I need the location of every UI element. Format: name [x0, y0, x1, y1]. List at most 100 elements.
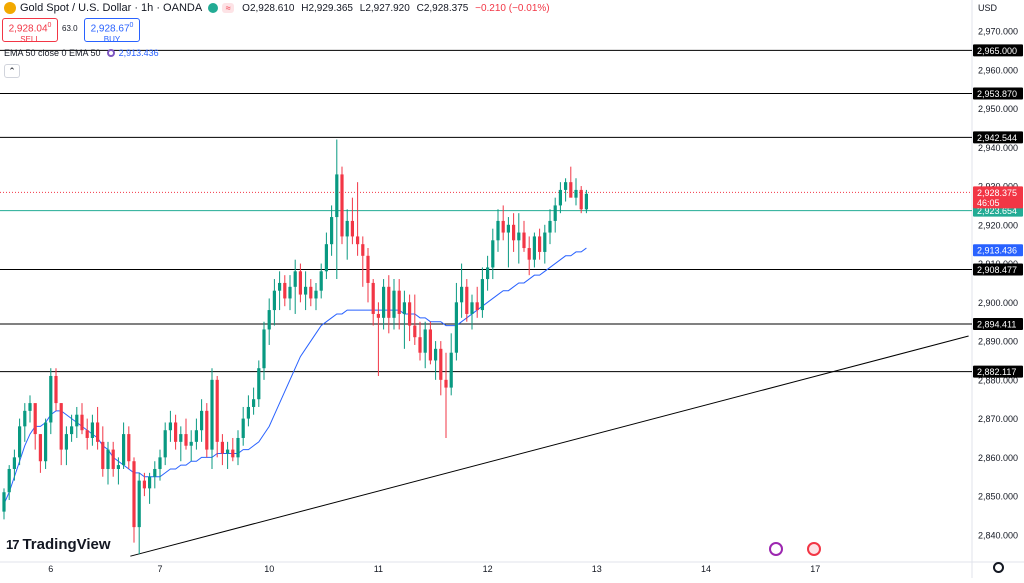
sell-price: 2,928.04 [8, 23, 48, 35]
level-price-label-bg [973, 317, 1023, 330]
candle-body [506, 224, 510, 233]
y-tick-label: 2,950.000 [978, 104, 1018, 114]
candle-body [340, 174, 344, 237]
close-value: 2,928.375 [423, 2, 469, 14]
candle-body [330, 217, 334, 245]
x-tick-label: 13 [592, 564, 602, 574]
candle-body [220, 441, 224, 454]
candle-body [439, 348, 443, 380]
candle-body [174, 422, 178, 442]
candle-body [356, 236, 360, 245]
candle-body [382, 286, 386, 318]
candle-body [210, 379, 214, 450]
settings-icon[interactable] [993, 562, 1004, 573]
buy-button[interactable]: 2,928.670 BUY [84, 18, 140, 44]
candle-body [408, 302, 412, 326]
x-tick-label: 12 [483, 564, 493, 574]
tradingview-logo-icon: 17 [6, 537, 20, 552]
y-tick-label: 2,890.000 [978, 337, 1018, 347]
candle-body [423, 329, 427, 353]
x-tick-label: 10 [264, 564, 274, 574]
candle-body [397, 290, 401, 314]
y-tick-label: 2,920.000 [978, 220, 1018, 230]
candle-body [70, 426, 74, 435]
candle-body [548, 220, 552, 233]
candle-body [553, 205, 557, 221]
y-tick-label: 2,970.000 [978, 27, 1018, 37]
candle-body [496, 220, 500, 241]
candle-body [267, 310, 271, 330]
candle-body [163, 430, 167, 458]
candle-body [392, 290, 396, 318]
tradingview-logo-text: TradingView [22, 536, 111, 553]
x-tick-label: 14 [701, 564, 711, 574]
candle-body [75, 414, 79, 427]
candle-body [517, 232, 521, 241]
level-price-label-bg [973, 365, 1023, 378]
candle-body [179, 434, 183, 442]
x-tick-label: 7 [157, 564, 162, 574]
symbol-title[interactable]: Gold Spot / U.S. Dollar · 1h · OANDA [20, 2, 203, 14]
candle-body [309, 286, 313, 299]
candle-body [413, 325, 417, 338]
candle-body [132, 461, 136, 528]
candle-body [470, 302, 474, 314]
currency-label[interactable]: USD [978, 3, 998, 13]
sell-price-sup: 0 [47, 22, 52, 29]
candle-body [148, 476, 152, 489]
candle-body [96, 422, 100, 442]
candle-body [460, 286, 464, 303]
candle-body [23, 410, 27, 427]
candle-body [153, 468, 157, 477]
green-dot-icon [208, 3, 219, 13]
candle-body [418, 337, 422, 353]
candle-body [465, 286, 469, 314]
collapse-legend-button[interactable]: ⌃ [4, 64, 20, 78]
candle-body [38, 434, 42, 462]
candle-body [532, 236, 536, 260]
teal-price-label: 2,923.654 [977, 206, 1017, 216]
y-tick-label: 2,840.000 [978, 530, 1018, 540]
ema-legend[interactable]: EMA 50 close 0 EMA 50 2,913.436 [4, 48, 159, 58]
candle-body [137, 480, 141, 528]
candle-body [475, 302, 479, 311]
candle-body [304, 286, 308, 295]
lightning-event-icon[interactable] [769, 542, 783, 556]
candle-body [54, 375, 58, 404]
candle-body [574, 189, 578, 198]
candle-body [28, 403, 32, 411]
change-value: −0.210 (−0.01%) [475, 2, 550, 14]
candle-body [18, 426, 22, 458]
candle-body [543, 232, 547, 252]
candle-body [501, 220, 505, 233]
candle-body [366, 255, 370, 283]
candle-body [2, 492, 6, 512]
candle-body [272, 290, 276, 311]
candle-body [278, 282, 282, 291]
candle-body [449, 352, 453, 388]
level-price-label-bg [973, 44, 1023, 57]
candle-body [59, 403, 63, 450]
candle-body [168, 422, 172, 431]
candle-body [33, 403, 37, 435]
candle-body [184, 434, 188, 446]
x-tick-label: 11 [374, 564, 383, 574]
sell-button[interactable]: 2,928.040 SELL [2, 18, 58, 44]
candle-body [7, 468, 11, 493]
indicator-settings-icon[interactable] [106, 49, 115, 57]
spread-value: 63.0 [62, 24, 78, 33]
candle-body [64, 434, 68, 450]
candle-body [335, 174, 339, 218]
candle-body [579, 189, 583, 210]
candle-body [90, 422, 94, 438]
y-tick-label: 2,860.000 [978, 453, 1018, 463]
us-flag-event-icon[interactable] [807, 542, 821, 556]
ohlc-values: O2,928.610 H2,929.365 L2,927.920 C2,928.… [242, 3, 549, 14]
high-label: H [301, 2, 309, 14]
candle-body [127, 434, 131, 462]
gold-coin-icon [4, 2, 16, 14]
buy-price: 2,928.67 [90, 23, 130, 35]
open-label: O [242, 2, 250, 14]
candle-body [122, 434, 126, 466]
